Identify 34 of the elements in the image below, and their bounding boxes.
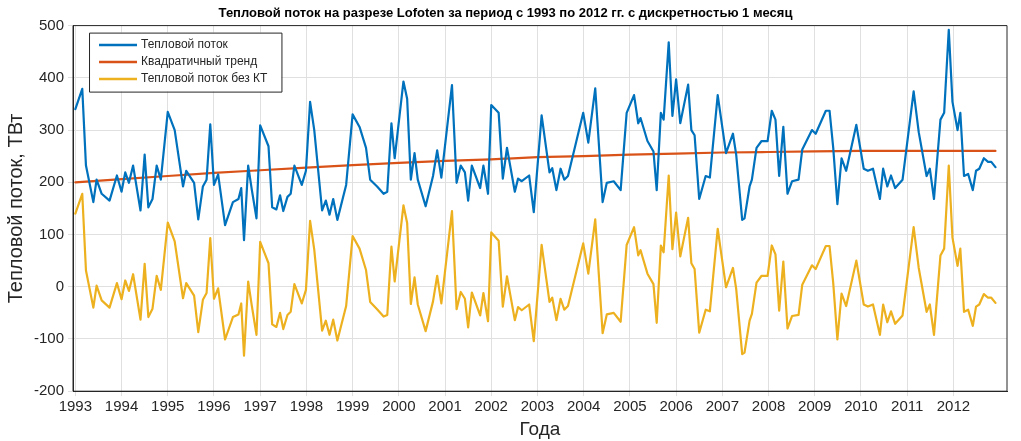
x-tick-label: 1995 [151, 397, 185, 415]
x-tick-label: 1997 [243, 397, 277, 415]
y-axis-title: Тепловой поток, ТВт [3, 113, 26, 304]
x-tick-label: 2011 [891, 397, 924, 415]
legend-label: Тепловой поток [141, 37, 229, 52]
x-tick-label: 2003 [520, 397, 555, 415]
y-tick-label: 200 [38, 172, 65, 190]
x-tick-label: 2012 [936, 397, 971, 415]
y-tick-label: 300 [38, 120, 65, 138]
y-tick-label: 400 [38, 67, 65, 85]
x-tick-label: 2009 [798, 397, 832, 415]
x-axis-title: Года [519, 417, 561, 439]
x-tick-label: 1996 [197, 397, 231, 415]
x-tick-label: 2000 [382, 397, 416, 415]
chart-title: Тепловой поток на разрезе Lofoten за период с 1993 по 2012 гг. с дискретностью 1 месяц [218, 5, 793, 21]
y-tick-label: -100 [33, 329, 65, 347]
x-tick-label: 2005 [613, 397, 647, 415]
x-tick-label: 1998 [289, 397, 324, 415]
legend-label: Тепловой поток без КТ [141, 71, 269, 86]
x-tick-label: 2004 [567, 397, 601, 415]
y-tick-label: 500 [38, 15, 65, 33]
y-tick-label: 100 [38, 224, 65, 242]
x-tick-label: 1994 [104, 397, 139, 415]
y-tick-label: 0 [55, 276, 65, 294]
x-tick-label: 2007 [705, 397, 740, 415]
x-tick-label: 2008 [751, 397, 786, 415]
x-tick-label: 1999 [335, 397, 370, 415]
x-tick-label: 1993 [58, 397, 93, 415]
x-tick-label: 2001 [428, 397, 462, 415]
x-tick-label: 2010 [844, 397, 878, 415]
x-tick-label: 2002 [474, 397, 508, 415]
y-tick-label: -200 [33, 381, 65, 399]
legend-label: Квадратичный тренд [141, 54, 258, 69]
x-tick-label: 2006 [659, 397, 693, 415]
